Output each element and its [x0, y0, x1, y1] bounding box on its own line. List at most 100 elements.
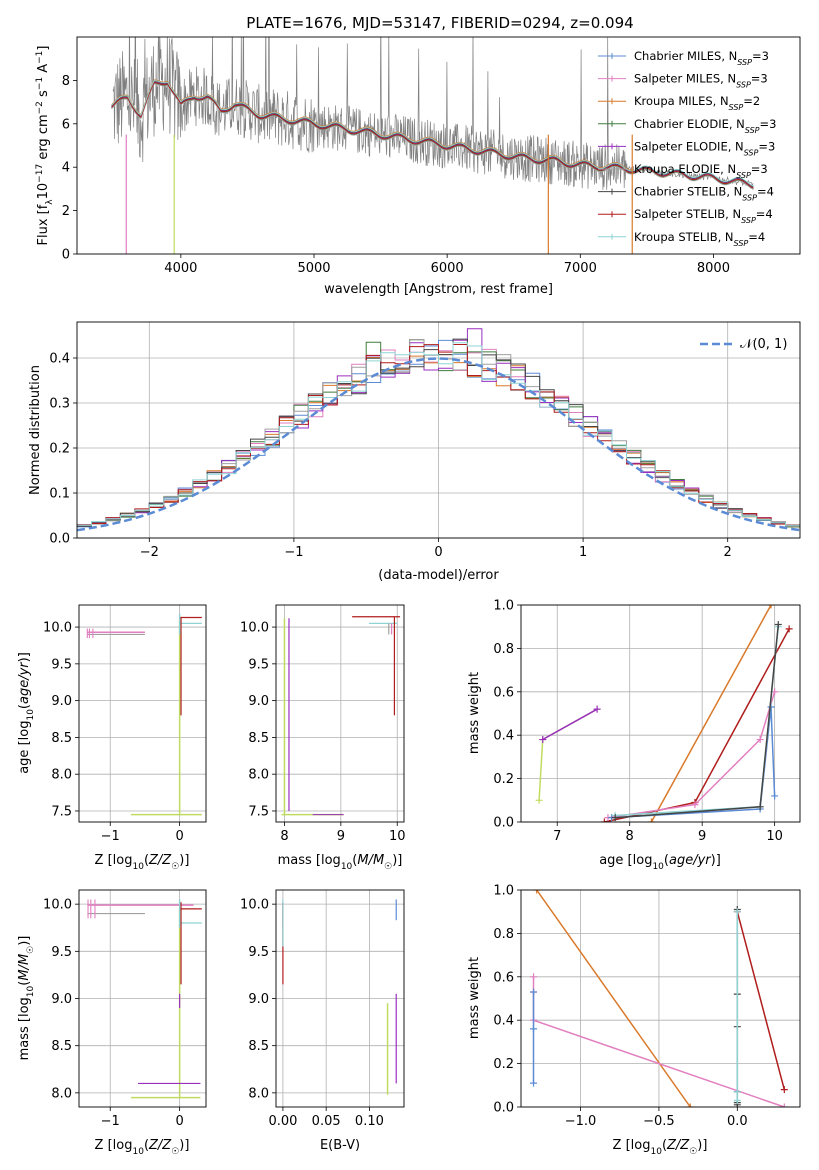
- y-tick-label: 0.2: [493, 1057, 514, 1072]
- x-tick-label: 8: [626, 829, 634, 844]
- x-tick-label: −1: [101, 1114, 120, 1129]
- marker: [535, 796, 543, 804]
- marker: [530, 988, 538, 996]
- axes-5: −1 0 8.0 8.5 9.0 9.5 10.0 Z [log10(Z/Z☉)] mass […: [17, 889, 207, 1157]
- axes-7: −1.0 −0.5 0.0 0.0 0.2 0.4 0.6 0.8 1.0 Z [log10(Z/…: [467, 884, 801, 1157]
- y-tick-label: 0.2: [493, 772, 514, 787]
- series-line: [542, 708, 598, 741]
- x-tick-label: 10: [389, 829, 406, 844]
- y-tick-label: 0.8: [493, 927, 514, 942]
- x-tick-label: 8000: [697, 261, 730, 276]
- y-tick-label: 0.0: [49, 532, 70, 547]
- axes-frame: [275, 604, 405, 823]
- legend-entry: Kroupa STELIB, NSSP=4: [634, 230, 765, 248]
- x-tick-label: 2: [724, 545, 732, 560]
- axes-frame: [275, 889, 405, 1108]
- plot-area: [77, 328, 800, 532]
- series-line: [650, 605, 772, 822]
- marker: [530, 1079, 538, 1087]
- legend-entry: Salpeter STELIB, NSSP=4: [634, 207, 773, 225]
- y-axis-label: age [log10(age/yr)]: [17, 652, 36, 774]
- marker: [785, 625, 793, 633]
- y-tick-label: 1.0: [493, 884, 514, 899]
- x-tick-label: −1: [284, 545, 303, 560]
- axes-1: −2 −1 0 1 2 0.0 0.1 0.2 0.3 0.4 (data-model)/error…: [28, 321, 801, 583]
- x-tick-label: 5000: [297, 261, 330, 276]
- y-tick-label: 8.5: [248, 731, 269, 746]
- y-tick-label: 9.5: [248, 945, 269, 960]
- series-line: [536, 890, 691, 1107]
- axes-3: 8 9 10 7.5 8.0 8.5 9.0 9.5 10.0 mass [log10(M/M☉)…: [240, 604, 406, 872]
- x-tick-label: 6000: [431, 261, 464, 276]
- x-axis-label: mass [log10(M/M☉)]: [278, 853, 403, 872]
- x-tick-label: 0.10: [355, 1114, 384, 1129]
- marker: [780, 1086, 788, 1094]
- histogram-salpeter-elodie: [77, 328, 800, 526]
- y-tick-label: 8.0: [51, 768, 72, 783]
- axes-0: 4000 5000 6000 7000 8000 0 2 4 6 8 wavelength [Ang…: [35, 36, 801, 297]
- plot-area: [535, 605, 793, 822]
- plot-area: [111, 37, 754, 254]
- x-axis-label: age [log10(age/yr)]: [599, 853, 721, 872]
- chart-title: PLATE=1676, MJD=53147, FIBERID=0294, z=0…: [246, 14, 633, 32]
- legend-entry: Salpeter ELODIE, NSSP=3: [634, 139, 775, 157]
- x-tick-label: 4000: [164, 261, 197, 276]
- x-tick-label: −1: [101, 829, 120, 844]
- marker: [691, 801, 699, 809]
- y-tick-label: 10.0: [240, 898, 269, 913]
- y-tick-label: 0.2: [49, 442, 70, 457]
- marker: [593, 705, 601, 713]
- model-salpeter-stelib: [111, 81, 754, 189]
- legend-entry: Kroupa MILES, NSSP=2: [634, 94, 760, 112]
- series-line: [615, 626, 780, 817]
- series-line: [538, 708, 598, 801]
- axes-frame: [76, 36, 801, 255]
- y-tick-label: 9.5: [51, 945, 72, 960]
- series-line: [736, 911, 786, 1090]
- y-tick-label: 1.0: [493, 599, 514, 614]
- y-tick-label: 8.5: [51, 1039, 72, 1054]
- y-tick-label: 4: [62, 161, 70, 176]
- marker: [647, 818, 655, 822]
- x-tick-label: 9: [698, 829, 706, 844]
- y-tick-label: 0.4: [49, 352, 70, 367]
- legend-entry: Chabrier MILES, NSSP=3: [634, 49, 769, 67]
- y-tick-label: 0.1: [49, 487, 70, 502]
- axes-frame: [520, 604, 801, 823]
- y-tick-label: 6: [62, 117, 70, 132]
- x-tick-label: 8: [280, 829, 288, 844]
- marker: [611, 814, 619, 822]
- y-axis-label: Flux [fλ10−17 erg cm−2 s−1 A−1]: [35, 46, 55, 246]
- marker: [733, 908, 741, 916]
- normal-curve: [77, 357, 800, 532]
- y-tick-label: 0.8: [493, 642, 514, 657]
- y-tick-label: 7.5: [248, 804, 269, 819]
- y-tick-label: 9.0: [51, 992, 72, 1007]
- y-axis-label: mass [log10(M/M☉)]: [17, 936, 36, 1061]
- series-line: [607, 691, 776, 819]
- marker: [767, 605, 775, 609]
- x-tick-label: −1.0: [565, 1114, 597, 1129]
- y-tick-label: 0: [62, 248, 70, 263]
- plot-area: [87, 899, 202, 1099]
- x-axis-label: Z [log10(Z/Z☉)]: [613, 1138, 708, 1157]
- legend-entry: Chabrier ELODIE, NSSP=3: [634, 117, 776, 135]
- axes-2: −1 0 7.5 8.0 8.5 9.0 9.5 10.0 Z [log10(Z/Z☉)] age…: [17, 604, 207, 872]
- y-axis-label: mass weight: [467, 957, 482, 1039]
- marker: [733, 1088, 741, 1096]
- histogram-salpeter-stelib: [77, 344, 800, 526]
- y-tick-label: 9.5: [248, 657, 269, 672]
- y-axis-label: mass weight: [467, 672, 482, 754]
- y-axis-label: Normed distribution: [28, 365, 43, 495]
- axes-frame: [78, 889, 207, 1108]
- spectrum-data: [112, 37, 754, 190]
- y-tick-label: 2: [62, 204, 70, 219]
- y-tick-label: 10.0: [240, 621, 269, 636]
- y-tick-label: 0.6: [493, 685, 514, 700]
- marker: [774, 621, 782, 629]
- x-tick-label: 0: [434, 545, 442, 560]
- y-tick-label: 10.0: [43, 621, 72, 636]
- x-tick-label: 7000: [564, 261, 597, 276]
- marker: [756, 803, 764, 811]
